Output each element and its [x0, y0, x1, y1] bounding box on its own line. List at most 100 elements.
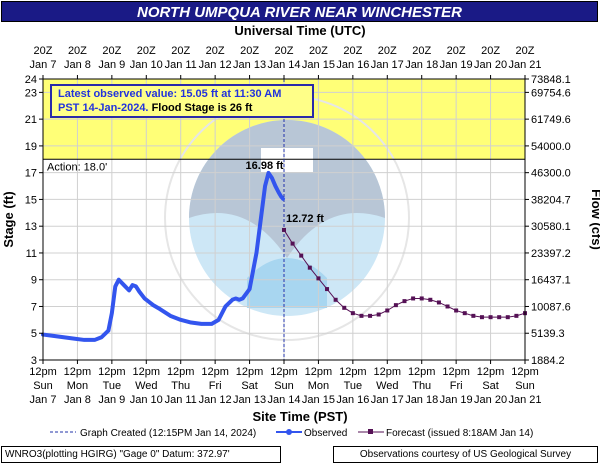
pst-tick-date: Jan 20 [474, 394, 507, 406]
pst-tick-date: Jan 10 [130, 394, 163, 406]
forecast-start-label: 12.72 ft [286, 213, 324, 225]
stage-tick-label: 23 [25, 87, 37, 99]
utc-tick-hour: 20Z [309, 45, 328, 57]
utc-tick-date: Jan 13 [233, 59, 266, 71]
stage-tick-label: 13 [25, 221, 37, 233]
flow-tick-label: 61749.6 [531, 114, 571, 126]
stage-tick-label: 11 [26, 248, 37, 260]
pst-tick-hour: 12pm [305, 366, 333, 378]
pst-axis-title: Site Time (PST) [252, 409, 348, 424]
forecast-point [350, 311, 355, 316]
pst-tick-day: Wed [376, 380, 398, 392]
legend-observed-swatch [276, 427, 302, 442]
forecast-point [462, 311, 467, 316]
stage-tick-label: 17 [25, 168, 37, 180]
forecast-point [385, 308, 390, 313]
utc-tick-hour: 20Z [206, 45, 225, 57]
pst-tick-day: Mon [67, 380, 88, 392]
flow-tick-label: 73848.1 [531, 74, 571, 86]
legend-observed: Observed [304, 428, 348, 439]
pst-tick-hour: 12pm [374, 366, 402, 378]
utc-tick-date: Jan 9 [98, 59, 125, 71]
forecast-point [445, 304, 450, 309]
flood-stage-text: Flood Stage is 26 ft [151, 102, 253, 114]
forecast-point [436, 300, 441, 305]
pst-tick-date: Jan 14 [267, 394, 300, 406]
pst-tick-date: Jan 15 [302, 394, 335, 406]
pst-tick-day: Wed [135, 380, 157, 392]
pst-tick-hour: 12pm [201, 366, 229, 378]
stage-tick-label: 24 [25, 74, 37, 86]
pst-tick-day: Mon [308, 380, 329, 392]
pst-tick-hour: 12pm [270, 366, 298, 378]
pst-tick-date: Jan 16 [336, 394, 369, 406]
forecast-point [342, 305, 347, 310]
forecast-point [411, 296, 416, 301]
utc-tick-hour: 20Z [412, 45, 431, 57]
utc-tick-hour: 20Z [240, 45, 259, 57]
pst-tick-day: Fri [209, 380, 222, 392]
pst-tick-day: Sun [515, 380, 535, 392]
peak-label: 16.98 ft [246, 160, 284, 172]
pst-tick-date: Jan 9 [98, 394, 125, 406]
stage-tick-label: 7 [31, 301, 37, 313]
forecast-point [471, 313, 476, 318]
pst-tick-hour: 12pm [133, 366, 161, 378]
utc-tick-hour: 20Z [68, 45, 87, 57]
flow-tick-label: 46300.0 [531, 168, 571, 180]
pst-tick-day: Sun [274, 380, 294, 392]
latest-value-line1: Latest observed value: 15.05 ft at 11:30… [58, 88, 282, 100]
pst-tick-hour: 12pm [167, 366, 195, 378]
forecast-point [419, 296, 424, 301]
pst-tick-day: Tue [103, 380, 122, 392]
pst-tick-day: Fri [450, 380, 463, 392]
forecast-point [299, 253, 304, 258]
emblem-wave [247, 258, 327, 308]
pst-tick-hour: 12pm [29, 366, 57, 378]
forecast-point [479, 315, 484, 320]
utc-tick-date: Jan 10 [130, 59, 163, 71]
utc-tick-date: Jan 19 [440, 59, 473, 71]
utc-tick-date: Jan 8 [64, 59, 91, 71]
utc-tick-date: Jan 20 [474, 59, 507, 71]
pst-tick-date: Jan 17 [371, 394, 404, 406]
flow-tick-label: 16437.1 [531, 275, 571, 287]
utc-tick-hour: 20Z [275, 45, 294, 57]
forecast-point [307, 265, 312, 270]
utc-tick-date: Jan 21 [508, 59, 541, 71]
utc-tick-hour: 20Z [447, 45, 466, 57]
utc-tick-date: Jan 12 [199, 59, 232, 71]
pst-tick-hour: 12pm [511, 366, 539, 378]
forecast-point [368, 313, 373, 318]
pst-tick-day: Thu [171, 380, 190, 392]
utc-tick-hour: 20Z [171, 45, 190, 57]
pst-tick-day: Sat [241, 380, 258, 392]
forecast-point [393, 303, 398, 308]
flow-tick-label: 30580.1 [531, 221, 571, 233]
forecast-point [282, 227, 286, 232]
forecast-point [514, 313, 519, 318]
utc-tick-hour: 20Z [102, 45, 121, 57]
forecast-point [376, 312, 381, 317]
pst-tick-hour: 12pm [408, 366, 436, 378]
pst-tick-hour: 12pm [442, 366, 470, 378]
pst-tick-day: Sat [482, 380, 499, 392]
forecast-point [402, 299, 407, 304]
pst-tick-date: Jan 8 [64, 394, 91, 406]
legend: Graph Created (12:15PM Jan 14, 2024) Obs… [0, 427, 600, 441]
forecast-point [505, 315, 510, 320]
stage-axis-title: Stage (ft) [1, 191, 16, 247]
stage-tick-label: 3 [31, 355, 37, 367]
utc-tick-hour: 20Z [378, 45, 397, 57]
pst-tick-date: Jan 11 [165, 394, 197, 406]
flow-axis-title: Flow (cfs) [589, 189, 600, 250]
legend-forecast: Forecast (issued 8:18AM Jan 14) [386, 428, 534, 439]
utc-tick-date: Jan 18 [405, 59, 438, 71]
forecast-point [428, 297, 433, 302]
stage-tick-label: 9 [31, 275, 37, 287]
flow-tick-label: 1884.2 [531, 355, 565, 367]
legend-created: Graph Created (12:15PM Jan 14, 2024) [80, 428, 257, 439]
courtesy-footer: Observations courtesy of US Geological S… [333, 446, 598, 463]
utc-tick-date: Jan 14 [267, 59, 300, 71]
